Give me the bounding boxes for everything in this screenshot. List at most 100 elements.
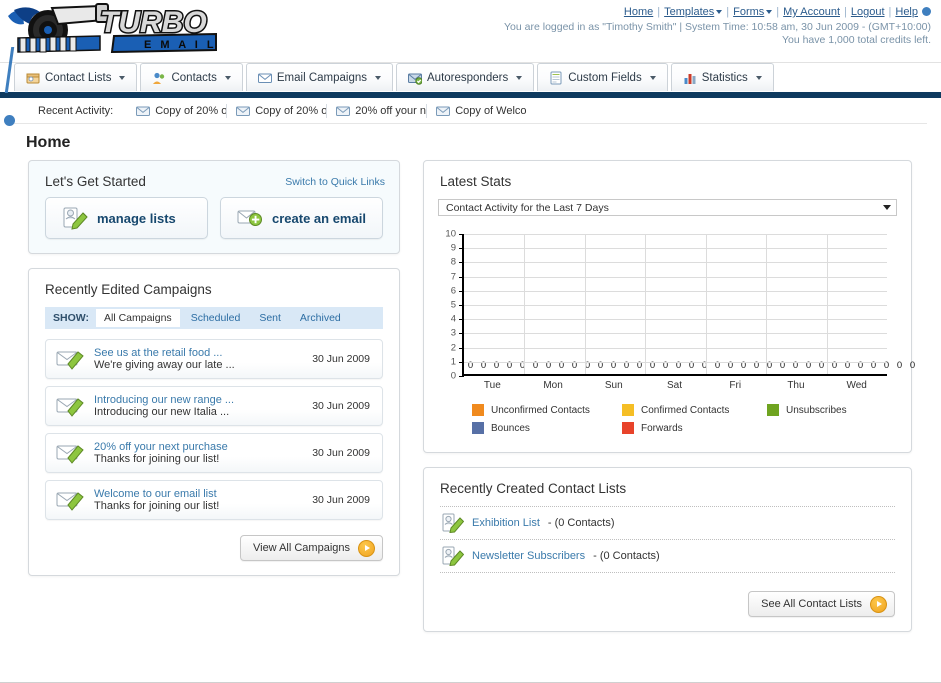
chart-bar-value: 0 — [519, 360, 526, 371]
chart-bar-value: 0 — [584, 360, 591, 371]
filter-all-campaigns[interactable]: All Campaigns — [95, 309, 180, 327]
list-item[interactable]: Exhibition List - (0 Contacts) — [440, 507, 895, 539]
campaign-subtitle: Thanks for joining our list! — [94, 500, 220, 512]
chart-y-tick — [459, 290, 464, 292]
chart-bar-value: 0 — [493, 360, 500, 371]
chart-x-axis-labels: Tue Mon Sun Sat Fri Thu Wed — [462, 380, 887, 391]
chart-gridline — [464, 319, 887, 321]
envelope-check-icon — [56, 488, 86, 512]
switch-to-quick-links[interactable]: Switch to Quick Links — [285, 176, 385, 188]
chart-gridline — [464, 248, 887, 250]
chart-gridline — [464, 234, 887, 235]
nav-separator: | — [844, 6, 847, 18]
recent-activity-item[interactable]: Copy of 20% off yo — [127, 103, 228, 118]
recent-activity-item[interactable]: 20% off your next — [327, 103, 428, 118]
chart-gridline — [464, 305, 887, 306]
turbo-email-logo[interactable]: TURBO E M A I L — [4, 2, 226, 60]
table-row[interactable]: 20% off your next purchase Thanks for jo… — [45, 433, 383, 473]
filter-sent[interactable]: Sent — [259, 312, 281, 324]
stats-range-select[interactable]: Contact Activity for the Last 7 Days — [438, 199, 897, 216]
main-navigation: Contact Lists Contacts Email Campaigns — [0, 47, 941, 126]
legend-swatch — [622, 422, 634, 434]
chart-y-tick-label: 5 — [450, 299, 456, 311]
tab-autoresponders[interactable]: Autoresponders — [396, 63, 535, 91]
recent-activity-item[interactable]: Copy of Welcome to — [427, 104, 527, 118]
filter-scheduled[interactable]: Scheduled — [190, 312, 241, 324]
chart-bar-value: 0 — [558, 360, 565, 371]
chart-bar-value: 0 — [662, 360, 669, 371]
campaign-subtitle: We're giving away our late ... — [94, 359, 235, 371]
top-link-my-account[interactable]: My Account — [783, 6, 840, 18]
chart-bar-value: 0 — [714, 360, 721, 371]
stats-range-value: Contact Activity for the Last 7 Days — [446, 201, 609, 214]
chart-bar-value: 0 — [545, 360, 552, 371]
top-link-templates[interactable]: Templates — [664, 6, 715, 18]
chart-y-tick — [459, 248, 464, 250]
campaign-title[interactable]: Welcome to our email list — [94, 488, 217, 500]
tab-custom-fields[interactable]: Custom Fields — [537, 63, 668, 91]
nav-separator: | — [776, 6, 780, 18]
campaign-date: 30 Jun 2009 — [312, 400, 370, 412]
campaign-subtitle: Thanks for joining our list! — [94, 453, 220, 465]
navigation-accent-bar — [0, 92, 941, 98]
tab-contact-lists[interactable]: Contact Lists — [14, 63, 138, 91]
manage-lists-button[interactable]: manage lists — [45, 197, 208, 239]
show-label: SHOW: — [53, 312, 89, 324]
legend-label: Unconfirmed Contacts — [491, 404, 590, 416]
see-all-contact-lists-button[interactable]: See All Contact Lists — [748, 591, 895, 617]
table-row[interactable]: See us at the retail food ... We're givi… — [45, 339, 383, 379]
envelope-plus-icon — [237, 206, 263, 230]
campaign-date: 30 Jun 2009 — [312, 447, 370, 459]
filter-archived[interactable]: Archived — [299, 312, 341, 324]
tab-statistics[interactable]: Statistics — [670, 63, 774, 91]
nav-separator: | — [726, 6, 730, 18]
contact-list-name[interactable]: Exhibition List — [472, 517, 540, 529]
view-all-campaigns-button[interactable]: View All Campaigns — [239, 535, 383, 561]
top-link-forms[interactable]: Forms — [733, 6, 765, 18]
tab-contacts[interactable]: Contacts — [140, 63, 243, 91]
chart-bar-value: 0 — [506, 360, 513, 371]
recent-campaigns-panel: Recently Edited Campaigns SHOW: All Camp… — [28, 268, 400, 576]
chart-gridline — [524, 234, 526, 374]
chart-y-tick — [459, 276, 464, 278]
divider — [440, 572, 895, 573]
create-an-email-button[interactable]: create an email — [220, 197, 383, 239]
manage-lists-label: manage lists — [97, 210, 176, 226]
tab-email-campaigns[interactable]: Email Campaigns — [245, 63, 393, 91]
tab-label: Email Campaigns — [276, 71, 367, 84]
contact-lists-title: Recently Created Contact Lists — [440, 481, 627, 496]
arrow-right-icon — [358, 539, 375, 557]
left-column: Let's Get Started Switch to Quick Links … — [28, 160, 400, 576]
chart-bar-value: 0 — [805, 360, 812, 371]
chart-y-tick — [459, 305, 464, 306]
svg-text:E M A I L: E M A I L — [144, 39, 217, 51]
tab-label: Autoresponders — [427, 71, 509, 84]
table-row[interactable]: Introducing our new range ... Introducin… — [45, 386, 383, 426]
chart-y-tick-label: 6 — [450, 285, 456, 297]
top-link-home[interactable]: Home — [623, 6, 654, 18]
chart-y-tick — [459, 262, 464, 264]
campaign-title[interactable]: See us at the retail food ... — [94, 347, 223, 359]
top-link-help[interactable]: Help — [895, 6, 918, 18]
campaign-title[interactable]: 20% off your next purchase — [94, 441, 228, 453]
legend-item-unsubscribes: Unsubscribes — [767, 404, 847, 416]
envelope-icon — [336, 104, 351, 118]
chart-bar-value: 0 — [571, 360, 578, 371]
top-link-logout[interactable]: Logout — [850, 6, 885, 18]
chevron-down-icon — [375, 75, 381, 80]
contact-list-name[interactable]: Newsletter Subscribers — [472, 550, 586, 562]
chart-bar-value: 0 — [740, 360, 747, 371]
table-row[interactable]: Welcome to our email list Thanks for joi… — [45, 480, 383, 520]
list-item[interactable]: Newsletter Subscribers - (0 Contacts) — [440, 540, 895, 572]
envelope-icon — [436, 104, 451, 118]
chart-x-tick-label: Tue — [483, 380, 501, 391]
latest-stats-title: Latest Stats — [440, 174, 512, 189]
chart-bar-value: 0 — [857, 360, 864, 371]
chart-bar-value: 0 — [480, 360, 487, 371]
campaign-subtitle: Introducing our new Italia ... — [94, 406, 230, 418]
chart-y-tick-label: 3 — [450, 327, 456, 339]
campaign-filter-bar: SHOW: All Campaigns Scheduled Sent Archi… — [45, 307, 383, 329]
campaign-title[interactable]: Introducing our new range ... — [94, 394, 235, 406]
recent-activity-item[interactable]: Copy of 20% off yo — [227, 103, 328, 118]
